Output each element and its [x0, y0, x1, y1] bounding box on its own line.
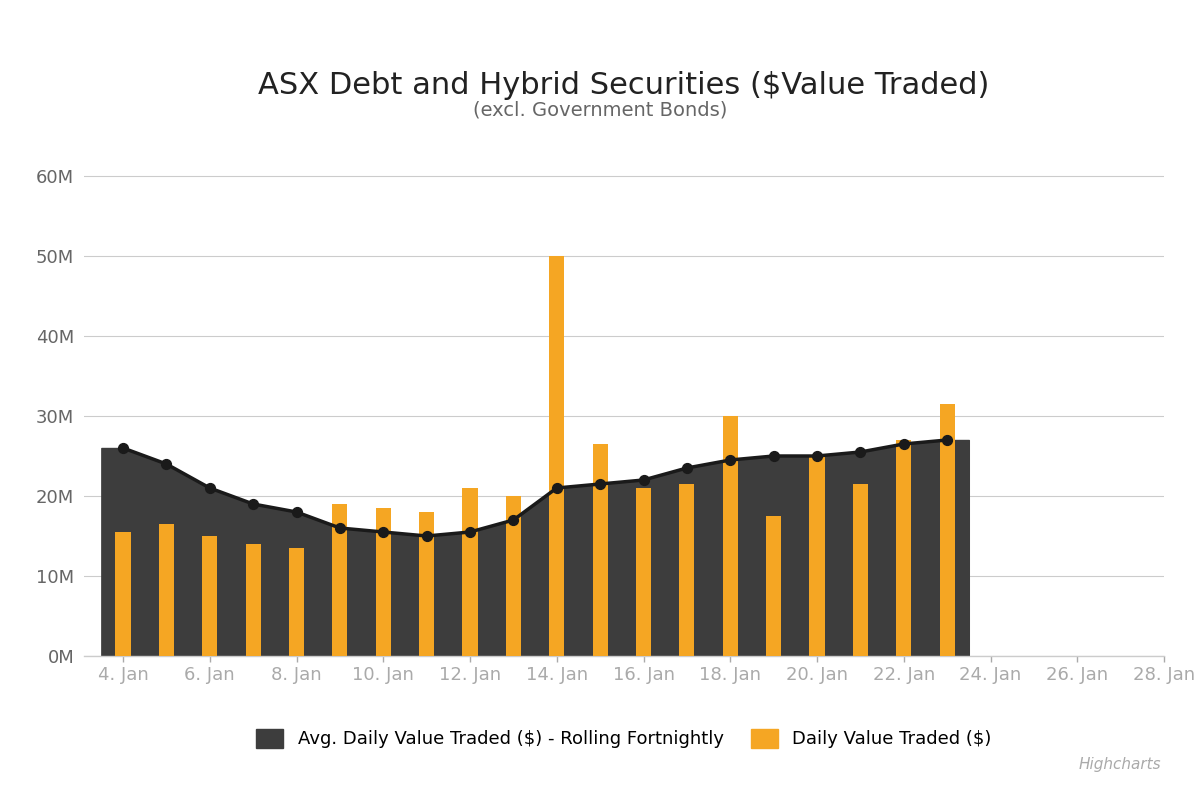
Bar: [506, 496, 521, 656]
Text: Highcharts: Highcharts: [1079, 757, 1162, 772]
Bar: [853, 484, 868, 656]
Text: (excl. Government Bonds): (excl. Government Bonds): [473, 100, 727, 119]
Point: [114, 442, 133, 454]
Bar: [462, 488, 478, 656]
Bar: [289, 548, 304, 656]
Point: [157, 458, 176, 470]
Bar: [766, 516, 781, 656]
Point: [764, 450, 784, 462]
Bar: [940, 404, 955, 656]
Bar: [115, 532, 131, 656]
Bar: [376, 508, 391, 656]
Point: [200, 482, 220, 494]
Bar: [332, 504, 348, 656]
Legend: Avg. Daily Value Traded ($) - Rolling Fortnightly, Daily Value Traded ($): Avg. Daily Value Traded ($) - Rolling Fo…: [257, 729, 991, 748]
Point: [373, 526, 392, 538]
Point: [677, 462, 696, 474]
Bar: [419, 512, 434, 656]
Bar: [202, 536, 217, 656]
Point: [590, 478, 610, 490]
Bar: [636, 488, 652, 656]
Bar: [810, 456, 824, 656]
Bar: [246, 544, 260, 656]
Point: [287, 506, 306, 518]
Bar: [550, 256, 564, 656]
Point: [808, 450, 827, 462]
Point: [894, 438, 913, 450]
Point: [330, 522, 349, 534]
Point: [504, 514, 523, 526]
Bar: [158, 524, 174, 656]
Bar: [593, 444, 607, 656]
Title: ASX Debt and Hybrid Securities ($Value Traded): ASX Debt and Hybrid Securities ($Value T…: [258, 71, 990, 100]
Point: [634, 474, 653, 486]
Bar: [679, 484, 695, 656]
Point: [721, 454, 740, 466]
Point: [244, 498, 263, 510]
Point: [937, 434, 956, 446]
Point: [547, 482, 566, 494]
Point: [461, 526, 480, 538]
Point: [851, 446, 870, 458]
Point: [418, 530, 437, 542]
Bar: [722, 416, 738, 656]
Bar: [896, 440, 911, 656]
